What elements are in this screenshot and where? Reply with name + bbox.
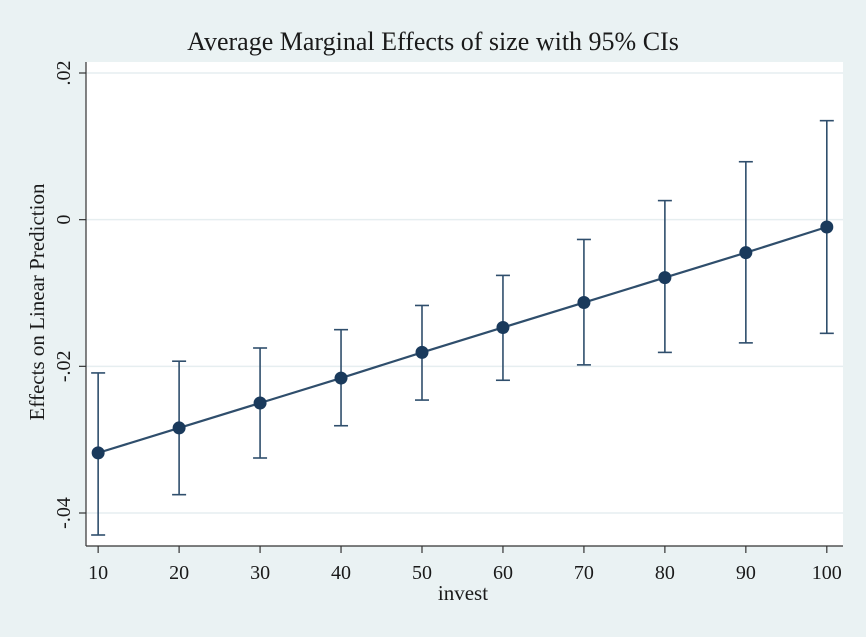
data-point [658,271,672,285]
data-point [820,220,834,234]
grid-lines [86,72,843,514]
x-tick-label: 70 [574,562,594,584]
y-axis-label: Effects on Linear Prediction [25,183,49,420]
data-point [496,320,510,334]
x-tick-label: 90 [736,562,756,584]
effect-line-group [97,225,828,454]
x-tick-label: 50 [412,562,432,584]
y-tick-label: .02 [53,61,75,86]
y-tick-label: -.02 [53,350,75,382]
data-point [739,246,753,260]
data-point [415,345,429,359]
data-point [253,396,267,410]
data-point [172,421,186,435]
data-points [91,220,834,460]
y-tick-label: 0 [53,215,75,225]
x-tick-label: 100 [812,562,842,584]
data-point [91,446,105,460]
chart-title: Average Marginal Effects of size with 95… [187,27,679,56]
x-tick-label: 20 [169,562,189,584]
x-axis-label: invest [438,581,488,605]
y-tick-label: -.04 [53,497,75,529]
data-point [334,371,348,385]
x-tick-label: 30 [250,562,270,584]
x-tick-label: 40 [331,562,351,584]
data-point [577,296,591,310]
x-tick-label: 60 [493,562,513,584]
x-tick-label: 10 [88,562,108,584]
x-tick-label: 80 [655,562,675,584]
effect-line [97,225,828,454]
axes: -.04 -.02 0 .02 10 20 30 40 50 60 70 80 90 100 [53,61,843,584]
plot-area [86,62,843,546]
